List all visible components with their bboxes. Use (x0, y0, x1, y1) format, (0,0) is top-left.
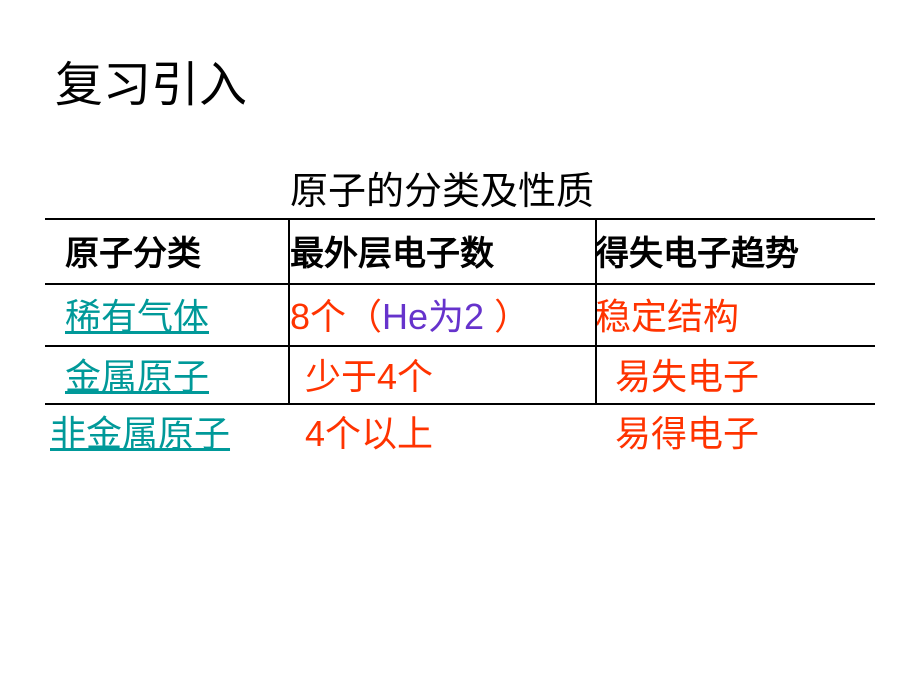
noble-gas-link[interactable]: 稀有气体 (65, 297, 209, 337)
header-electrons: 最外层电子数 (280, 226, 585, 275)
electrons-cell: 8个（He为2 ） (280, 288, 585, 340)
electrons-cell: 少于4个 (280, 348, 585, 400)
tendency-cell: 稳定结构 (585, 288, 875, 340)
category-cell: 稀有气体 (45, 288, 280, 340)
nonmetal-atom-link[interactable]: 非金属原子 (50, 414, 230, 454)
category-cell: 金属原子 (45, 348, 280, 400)
page-title: 复习引入 (55, 45, 247, 115)
he-exception: He为2 (382, 296, 484, 337)
category-cell: 非金属原子 (45, 405, 280, 457)
electrons-suffix: ） (484, 296, 530, 337)
metal-atom-link[interactable]: 金属原子 (65, 357, 209, 397)
header-category: 原子分类 (45, 226, 280, 275)
electrons-cell: 4个以上 (280, 405, 585, 457)
table-row: 非金属原子 4个以上 易得电子 (45, 403, 875, 459)
tendency-cell: 易失电子 (585, 348, 875, 400)
table-header-row: 原子分类 最外层电子数 得失电子趋势 (45, 218, 875, 283)
table-row: 稀有气体 8个（He为2 ） 稳定结构 (45, 283, 875, 345)
table-title: 原子的分类及性质 (290, 160, 594, 215)
atom-classification-table: 原子分类 最外层电子数 得失电子趋势 稀有气体 8个（He为2 ） 稳定结构 金… (45, 218, 875, 459)
table-row: 金属原子 少于4个 易失电子 (45, 345, 875, 403)
header-tendency: 得失电子趋势 (585, 226, 875, 275)
tendency-cell: 易得电子 (585, 405, 875, 457)
electrons-prefix: 8个（ (290, 296, 382, 337)
table-vertical-divider-1 (288, 218, 290, 403)
table-vertical-divider-2 (595, 218, 597, 403)
